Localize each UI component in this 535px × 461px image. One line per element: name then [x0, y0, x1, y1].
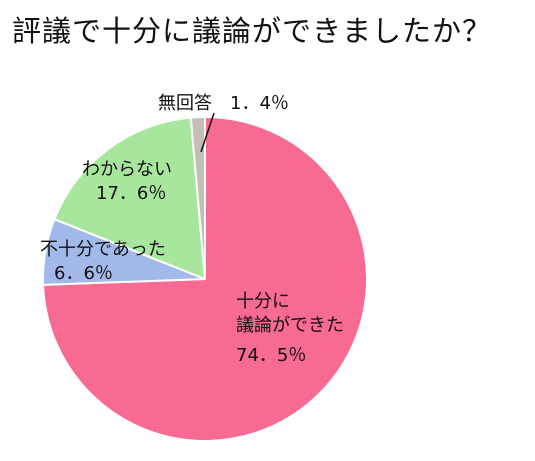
slice-label-sufficient-line1: 十分に [236, 291, 290, 312]
pie-slice-no-answer [189, 115, 206, 280]
pie-slice-unknown [53, 116, 207, 281]
slice-label-no-answer: 無回答 1．4％ [158, 92, 289, 116]
leader-line-no-answer [200, 112, 215, 153]
slice-value-unknown: 17．6％ [96, 183, 167, 204]
slice-value-sufficient: 74．5％ [236, 345, 307, 366]
slice-label-no-answer-line1: 無回答 1．4％ [158, 93, 289, 114]
slice-label-unknown: わからない 17．6％ [82, 158, 172, 206]
slice-value-insufficient: 6．6％ [54, 263, 113, 284]
chart-title: 評議で十分に議論ができましたか？ [12, 14, 493, 48]
slice-label-unknown-line1: わからない [82, 159, 172, 180]
slice-label-sufficient-line2: 議論ができた [236, 315, 344, 336]
slice-label-insufficient-line1: 不十分であった [40, 239, 166, 260]
slice-label-insufficient: 不十分であった 6．6％ [40, 238, 166, 286]
slice-label-sufficient: 十分に 議論ができた 74．5％ [236, 290, 344, 368]
